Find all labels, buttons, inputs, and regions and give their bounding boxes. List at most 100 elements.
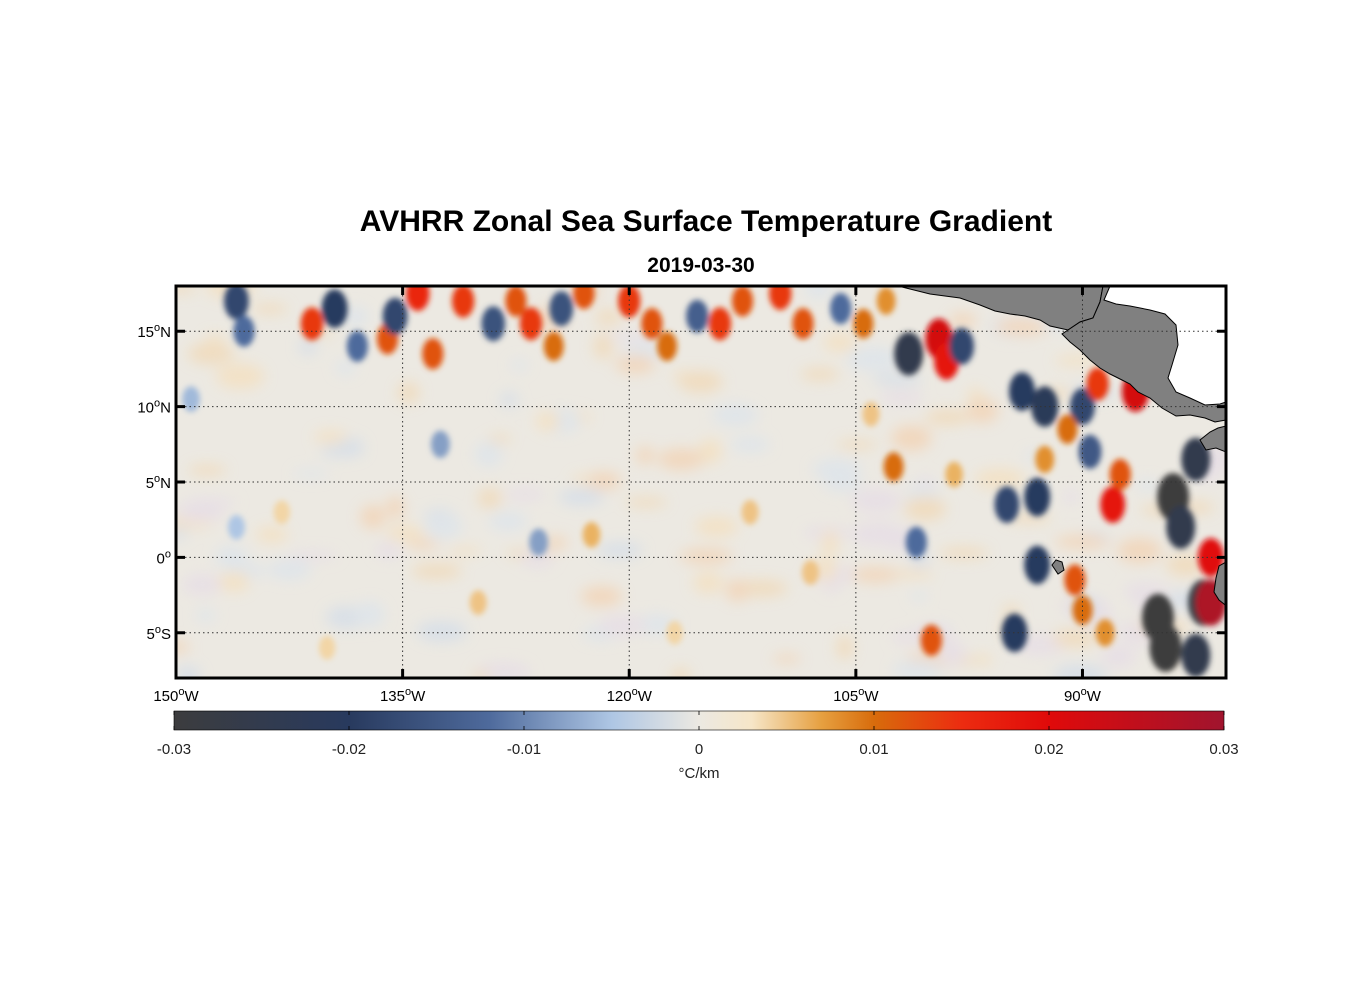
texture-blob xyxy=(176,641,190,653)
texture-blob xyxy=(292,469,330,478)
texture-blob xyxy=(176,502,225,522)
texture-blob xyxy=(657,448,705,470)
texture-blob xyxy=(974,468,1026,490)
texture-blob xyxy=(411,563,463,579)
texture-blob xyxy=(725,579,749,602)
axis-ticks: 150oW 135oW 120oW 105oW 90oW 15oN 10oN 5oN 0o 5oS xyxy=(137,286,1226,705)
gradient-feature xyxy=(1086,367,1109,401)
land-yucatan-gulf xyxy=(1103,286,1226,406)
x-tick-label: 135oW xyxy=(380,686,426,705)
texture-blob xyxy=(973,654,993,666)
gradient-feature xyxy=(582,522,601,548)
texture-blob xyxy=(593,333,613,360)
gradient-feature xyxy=(731,286,754,317)
texture-blob xyxy=(375,542,402,559)
gradient-feature xyxy=(451,286,475,318)
y-tick-label: 15oN xyxy=(137,322,171,341)
texture-blob xyxy=(354,601,385,628)
gradient-feature xyxy=(802,560,819,585)
gradient-feature xyxy=(422,338,444,370)
texture-blob xyxy=(176,286,197,294)
land-galapagos xyxy=(1051,559,1065,575)
texture-blob xyxy=(772,654,801,664)
texture-blob xyxy=(938,547,990,559)
texture-blob xyxy=(636,446,654,465)
texture-blob xyxy=(615,355,656,374)
texture-blob xyxy=(694,516,739,537)
gradient-feature xyxy=(994,486,1020,523)
texture-blob xyxy=(824,475,862,492)
texture-blob xyxy=(671,667,691,678)
texture-blob xyxy=(804,286,833,300)
texture-blob xyxy=(893,568,934,579)
texture-blob xyxy=(255,526,289,543)
texture-blob xyxy=(949,312,977,329)
gradient-feature xyxy=(894,332,924,376)
x-tick-label: 90oW xyxy=(1064,686,1102,705)
colorbar-tick-label: 0.02 xyxy=(1034,741,1063,758)
colorbar-label: °C/km xyxy=(679,765,720,782)
gradient-feature xyxy=(224,286,249,320)
texture-blob xyxy=(298,338,317,356)
texture-blob xyxy=(679,548,733,564)
texture-blob xyxy=(187,342,234,365)
colorbar-tick-label: 0 xyxy=(695,741,703,758)
texture-blob xyxy=(892,632,915,644)
texture-blob xyxy=(836,635,854,660)
gradient-feature xyxy=(1035,445,1055,474)
texture-blob xyxy=(474,441,503,467)
texture-blob xyxy=(542,536,569,549)
gradient-feature xyxy=(853,309,874,339)
gradient-feature xyxy=(382,297,408,335)
texture-blob xyxy=(397,381,420,404)
texture-blob xyxy=(571,475,593,485)
texture-blob xyxy=(730,436,770,453)
texture-blob xyxy=(939,640,966,666)
gradient-feature xyxy=(920,624,943,656)
y-tick-label: 0o xyxy=(157,548,171,567)
texture-blob xyxy=(475,662,532,678)
texture-blob xyxy=(1166,553,1207,577)
gradient-feature xyxy=(505,286,527,317)
gradient-feature xyxy=(666,620,683,645)
texture-blob xyxy=(904,496,947,521)
gradient-feature xyxy=(862,401,880,427)
texture-blob xyxy=(424,514,463,540)
texture-blob xyxy=(205,334,225,345)
colorbar-tick-label: -0.02 xyxy=(332,741,366,758)
texture-blob xyxy=(580,586,623,607)
texture-blob xyxy=(510,359,528,371)
texture-blob xyxy=(874,521,897,546)
gradient-feature xyxy=(346,330,368,362)
gradient-feature xyxy=(1064,564,1086,596)
texture-blob xyxy=(712,404,759,426)
texture-blob xyxy=(1137,479,1159,492)
texture-blob xyxy=(821,530,839,556)
texture-blob xyxy=(925,409,971,426)
texture-blob xyxy=(1052,629,1098,648)
gradient-feature xyxy=(949,327,974,365)
gradient-feature xyxy=(1109,458,1131,491)
colorbar-tick-label: 0.03 xyxy=(1209,741,1238,758)
gradient-feature xyxy=(883,452,904,482)
gradient-feature xyxy=(686,299,709,333)
land-panama xyxy=(1199,425,1226,453)
gradient-feature xyxy=(830,293,852,325)
gradient-feature xyxy=(945,461,963,488)
texture-blob xyxy=(994,318,1048,336)
gradient-feature xyxy=(1078,434,1102,469)
colorbar-tick-label: -0.03 xyxy=(157,741,191,758)
texture-blob xyxy=(218,571,250,592)
y-tick-label: 5oN xyxy=(146,473,171,492)
texture-blob xyxy=(320,444,365,458)
texture-blob xyxy=(184,498,238,507)
texture-blob xyxy=(195,609,216,622)
texture-blob xyxy=(1117,538,1162,563)
texture-blob xyxy=(504,488,546,501)
texture-blob xyxy=(499,392,519,408)
texture-blob xyxy=(911,591,928,601)
texture-blob xyxy=(692,572,724,594)
texture-blob xyxy=(488,511,528,531)
texture-blob xyxy=(216,363,265,390)
x-tick-label: 105oW xyxy=(833,686,879,705)
